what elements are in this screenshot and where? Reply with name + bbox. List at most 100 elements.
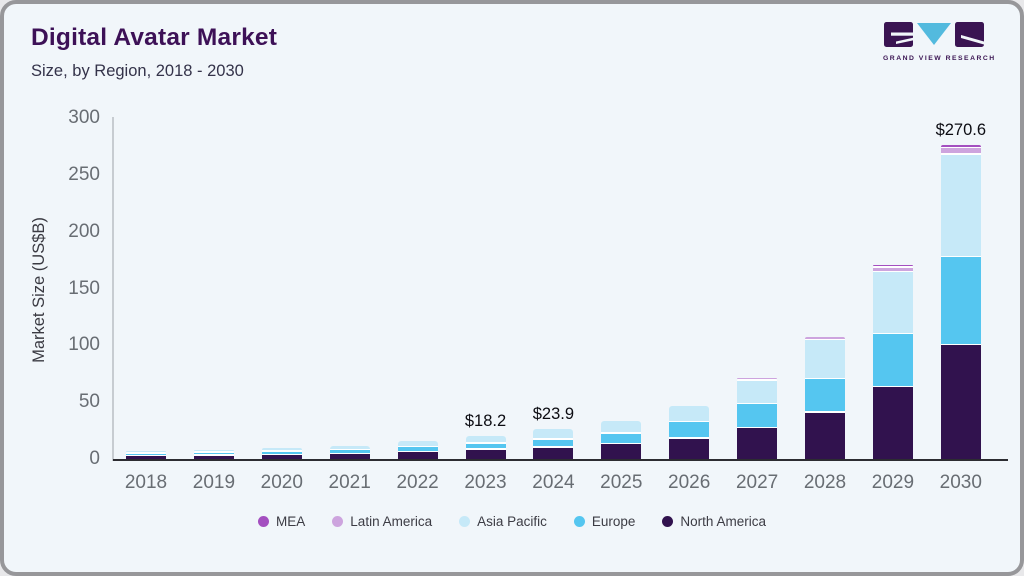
y-tick-300: 300	[68, 107, 100, 128]
segment-europe-2023	[465, 443, 506, 449]
bar-2024	[533, 429, 574, 459]
bar-2026	[669, 406, 710, 459]
segment-europe-2022	[397, 447, 438, 451]
segment-asia-pacific-2022	[397, 441, 438, 446]
gvr-logo-text: GRAND VIEW RESEARCH	[883, 55, 996, 62]
legend-label-latin-america: Latin America	[350, 514, 433, 529]
bar-2018	[126, 450, 166, 459]
segment-europe-2028	[805, 379, 845, 412]
segment-north-america-2019	[193, 455, 234, 459]
bar-2020	[261, 448, 302, 459]
segment-north-america-2027	[737, 428, 778, 459]
bar-2028	[805, 336, 845, 459]
segment-north-america-2028	[805, 412, 845, 459]
segment-asia-pacific-2024	[533, 429, 574, 439]
gvr-logo-icon	[884, 22, 984, 47]
segment-europe-2024	[533, 439, 574, 447]
legend-item-europe: Europe	[573, 514, 636, 529]
segment-asia-pacific-2021	[329, 446, 370, 449]
segment-asia-pacific-2020	[261, 448, 302, 451]
segment-north-america-2025	[601, 444, 642, 459]
bar-2021	[329, 446, 370, 459]
y-tick-100: 100	[68, 334, 100, 356]
segment-mea-2030	[940, 145, 981, 147]
x-tick-2023: 2023	[464, 472, 507, 493]
y-tick-150: 150	[68, 277, 100, 299]
legend-dot-latin-america	[332, 516, 344, 527]
segment-asia-pacific-2028	[805, 340, 845, 378]
segment-asia-pacific-2029	[872, 272, 913, 333]
x-tick-2026: 2026	[668, 472, 711, 493]
gvr-logo: GRAND VIEW RESEARCH	[883, 22, 996, 62]
x-tick-2021: 2021	[328, 472, 371, 493]
segment-north-america-2026	[669, 438, 710, 459]
page-title: Digital Avatar Market	[31, 24, 278, 51]
legend-dot-mea	[258, 516, 270, 527]
segment-north-america-2022	[397, 452, 438, 459]
segment-mea-2029	[872, 265, 913, 267]
segment-north-america-2030	[940, 345, 981, 459]
legend-dot-asia-pacific	[459, 516, 471, 527]
segment-north-america-2023	[465, 449, 506, 459]
segment-europe-2020	[261, 451, 302, 454]
segment-europe-2029	[872, 334, 913, 386]
segment-latin-america-2028	[805, 336, 845, 339]
x-axis-line	[113, 459, 1008, 461]
segment-north-america-2018	[126, 456, 166, 459]
x-tick-2030: 2030	[939, 472, 982, 493]
segment-europe-2019	[193, 452, 234, 455]
legend-dot-europe	[573, 516, 585, 527]
segment-latin-america-2029	[872, 267, 913, 271]
segment-asia-pacific-2026	[669, 406, 710, 421]
bar-2023	[465, 435, 506, 459]
bar-2022	[397, 441, 438, 459]
x-tick-2025: 2025	[600, 472, 643, 493]
legend-label-europe: Europe	[591, 514, 636, 529]
segment-asia-pacific-2030	[940, 154, 981, 256]
segment-north-america-2021	[329, 454, 370, 459]
bar-2027	[737, 378, 778, 459]
x-tick-2018: 2018	[124, 472, 168, 493]
value-label-2030: $270.6	[935, 121, 987, 140]
x-tick-2029: 2029	[871, 472, 915, 493]
segment-europe-2030	[940, 257, 981, 344]
page-subtitle: Size, by Region, 2018 - 2030	[31, 62, 244, 80]
y-tick-250: 250	[68, 163, 100, 185]
y-tick-200: 200	[68, 220, 100, 242]
segment-europe-2021	[329, 450, 370, 453]
segment-asia-pacific-2023	[465, 435, 506, 443]
bar-2029	[872, 265, 913, 459]
legend-label-north-america: North America	[680, 514, 766, 529]
segment-north-america-2029	[872, 387, 913, 459]
x-tick-2020: 2020	[260, 472, 303, 493]
segment-latin-america-2027	[737, 378, 778, 380]
bar-2025	[601, 420, 642, 459]
segment-asia-pacific-2019	[193, 449, 234, 452]
segment-asia-pacific-2018	[126, 450, 166, 453]
legend-dot-north-america	[662, 516, 674, 527]
segment-europe-2018	[126, 453, 166, 455]
x-tick-2024: 2024	[532, 472, 575, 493]
segment-asia-pacific-2025	[601, 420, 642, 433]
x-tick-2022: 2022	[396, 472, 439, 493]
legend-item-latin-america: Latin America	[332, 514, 432, 529]
legend-label-asia-pacific: Asia Pacific	[477, 514, 547, 529]
x-tick-2028: 2028	[803, 472, 847, 493]
legend-item-asia-pacific: Asia Pacific	[459, 514, 547, 529]
legend-item-mea: MEA	[258, 514, 305, 529]
x-tick-2019: 2019	[192, 472, 236, 493]
segment-europe-2026	[669, 422, 710, 438]
y-tick-0: 0	[89, 448, 100, 469]
legend: MEA Latin America Asia Pacific Europe North …	[4, 514, 1020, 529]
bar-2030	[940, 145, 981, 459]
segment-europe-2025	[601, 433, 642, 443]
value-label-2024: $23.9	[532, 405, 575, 424]
segment-north-america-2020	[261, 455, 302, 459]
legend-label-mea: MEA	[276, 514, 306, 529]
x-tick-2027: 2027	[735, 472, 779, 493]
segment-north-america-2024	[533, 447, 574, 459]
segment-asia-pacific-2027	[737, 380, 778, 403]
value-label-2023: $18.2	[464, 411, 507, 430]
